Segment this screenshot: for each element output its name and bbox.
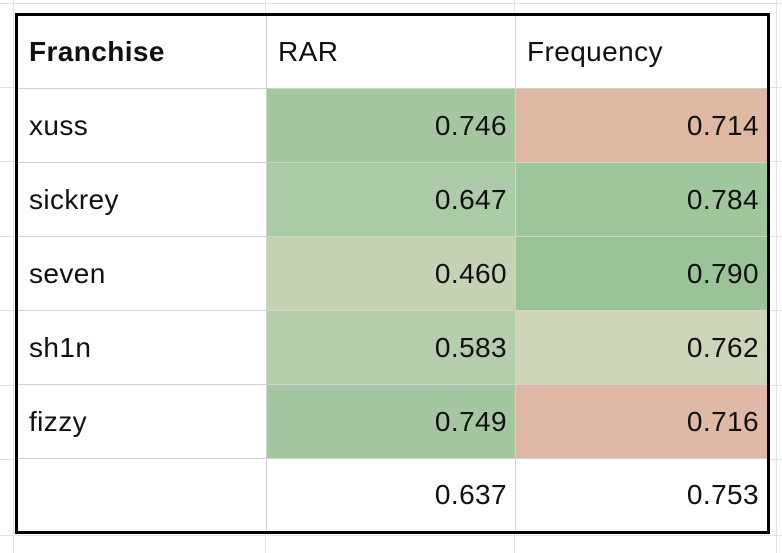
table-row: seven 0.460 0.790 xyxy=(16,236,769,311)
cell-franchise[interactable]: sh1n xyxy=(16,310,267,385)
cell-frequency[interactable]: 0.784 xyxy=(515,162,769,237)
cell-frequency[interactable]: 0.790 xyxy=(515,236,769,311)
cell-franchise[interactable]: sickrey xyxy=(16,162,267,237)
franchise-stats-table: Franchise RAR Frequency xuss 0.746 0.714… xyxy=(15,13,770,534)
summary-row: 0.637 0.753 xyxy=(16,458,769,533)
cell-rar[interactable]: 0.749 xyxy=(266,384,516,459)
gridline-vertical xyxy=(13,0,14,553)
gridline-horizontal xyxy=(0,535,782,536)
cell-rar[interactable]: 0.583 xyxy=(266,310,516,385)
table-row: sh1n 0.583 0.762 xyxy=(16,310,769,385)
header-cell-rar[interactable]: RAR xyxy=(266,14,516,89)
cell-rar[interactable]: 0.746 xyxy=(266,88,516,163)
header-cell-frequency[interactable]: Frequency xyxy=(515,14,769,89)
gridline-vertical xyxy=(776,0,777,553)
table-row: fizzy 0.749 0.716 xyxy=(16,384,769,459)
cell-rar-average[interactable]: 0.637 xyxy=(266,458,516,533)
cell-franchise-empty[interactable] xyxy=(16,458,267,533)
cell-frequency[interactable]: 0.762 xyxy=(515,310,769,385)
cell-frequency[interactable]: 0.714 xyxy=(515,88,769,163)
header-cell-franchise[interactable]: Franchise xyxy=(16,14,267,89)
table-row: sickrey 0.647 0.784 xyxy=(16,162,769,237)
cell-frequency[interactable]: 0.716 xyxy=(515,384,769,459)
gridline-horizontal xyxy=(0,3,782,4)
header-row: Franchise RAR Frequency xyxy=(16,14,769,89)
cell-rar[interactable]: 0.460 xyxy=(266,236,516,311)
cell-franchise[interactable]: fizzy xyxy=(16,384,267,459)
cell-rar[interactable]: 0.647 xyxy=(266,162,516,237)
table-row: xuss 0.746 0.714 xyxy=(16,88,769,163)
cell-franchise[interactable]: xuss xyxy=(16,88,267,163)
cell-franchise[interactable]: seven xyxy=(16,236,267,311)
cell-frequency-average[interactable]: 0.753 xyxy=(515,458,769,533)
